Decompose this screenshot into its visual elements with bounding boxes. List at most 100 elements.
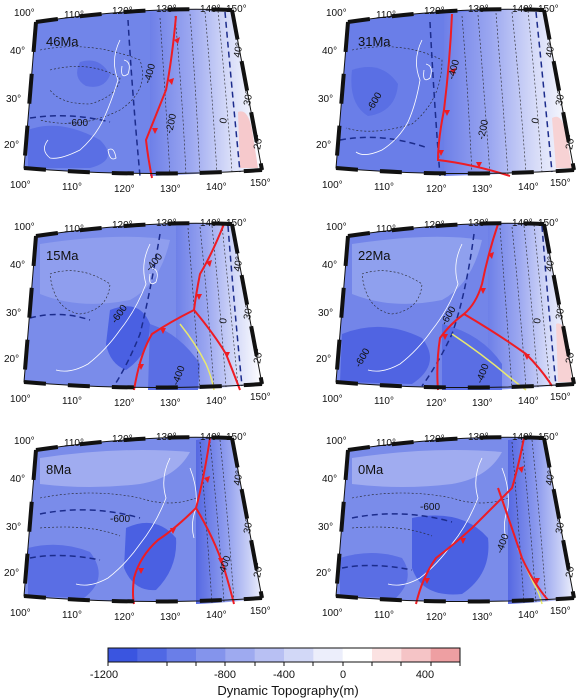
contour-label: 0 [530,117,542,125]
svg-text:140°: 140° [512,4,533,15]
colorbar-cell [372,648,402,662]
svg-text:100°: 100° [326,222,347,233]
svg-text:120°: 120° [424,434,445,445]
lat-ticks: 40° 30° 20° 40° 30° 20° [316,42,576,151]
contours [39,439,235,604]
lat-ticks: 40° 30° 20° 40° 30° 20° [4,256,266,365]
deep-blob-2 [442,324,502,390]
svg-text:110°: 110° [376,10,396,21]
colorbar-tick-label: -400 [273,669,295,681]
contour-label: -400 [446,58,462,81]
svg-text:30°: 30° [6,94,21,105]
colorbar-ticks [107,662,461,666]
svg-text:130°: 130° [160,184,181,195]
svg-text:130°: 130° [472,398,493,409]
lon-ticks-top: 100° 110° 120° 130° 140° 150° [326,218,559,235]
trench-teeth [138,260,230,370]
svg-text:150°: 150° [550,392,571,403]
svg-text:130°: 130° [468,4,489,15]
svg-text:150°: 150° [250,178,271,189]
svg-text:100°: 100° [10,180,31,191]
light-zone [40,450,190,487]
dashed-blue-contours [341,513,453,571]
svg-text:40°: 40° [10,474,25,485]
colorbar-cell [284,648,314,662]
svg-text:40°: 40° [322,474,337,485]
svg-text:150°: 150° [550,178,571,189]
dashed-blue-contours [421,225,557,387]
panel-age: 22Ma [358,248,391,263]
colorbar-cell [225,648,256,662]
svg-text:150°: 150° [550,606,571,617]
trench-teeth [438,68,482,168]
svg-text:140°: 140° [200,4,221,15]
svg-text:20°: 20° [252,348,265,365]
svg-text:30°: 30° [6,308,21,319]
svg-text:40°: 40° [544,470,557,487]
svg-text:30°: 30° [554,518,567,535]
lat-ticks: 40° 30° 20° 40° 30° 20° [316,470,576,579]
trench-teeth [138,476,224,574]
svg-text:140°: 140° [206,182,227,193]
svg-text:110°: 110° [374,396,394,407]
deep-blob-2 [148,324,200,390]
svg-text:40°: 40° [232,256,245,273]
svg-text:110°: 110° [374,610,394,621]
svg-text:110°: 110° [374,182,394,193]
svg-text:110°: 110° [64,224,84,235]
contour-label: -600 [68,118,88,129]
svg-text:150°: 150° [250,606,271,617]
trench-line [415,437,525,605]
light-zone [40,236,170,304]
svg-text:20°: 20° [252,562,265,579]
svg-text:40°: 40° [10,46,25,57]
contour-label: -200 [476,118,491,140]
svg-text:120°: 120° [114,184,135,195]
contours [49,224,239,390]
contour-label: 0 [218,117,230,125]
svg-text:100°: 100° [322,180,343,191]
svg-text:100°: 100° [326,8,347,19]
svg-text:30°: 30° [554,304,567,321]
dashed-blue-contours [29,509,141,561]
svg-text:100°: 100° [14,222,35,233]
lon-ticks-top: 100° 110° 120° 130° 140° 150° [326,4,559,21]
colorbar-tick-label: 400 [416,669,434,681]
trench-teeth [152,37,180,134]
svg-text:30°: 30° [318,522,333,533]
svg-text:110°: 110° [376,438,396,449]
svg-text:30°: 30° [318,308,333,319]
svg-text:150°: 150° [538,4,559,15]
colorbar-cell [401,648,432,662]
svg-text:150°: 150° [250,392,271,403]
svg-text:30°: 30° [318,94,333,105]
pink-anomaly [552,116,572,168]
svg-text:30°: 30° [554,90,567,107]
deep-blob [28,125,108,168]
svg-text:40°: 40° [544,42,557,59]
lon-ticks-bottom: 100° 110° 120° 130° 140° 150° [10,392,271,409]
svg-text:100°: 100° [14,436,35,447]
svg-text:30°: 30° [242,518,255,535]
east-gradient-zone [444,9,574,176]
svg-text:150°: 150° [538,218,559,229]
coastline [367,243,463,372]
svg-text:140°: 140° [518,610,539,621]
svg-text:100°: 100° [10,394,31,405]
svg-text:130°: 130° [156,432,177,443]
svg-text:140°: 140° [518,182,539,193]
deep-blob [106,306,150,370]
svg-text:130°: 130° [472,612,493,623]
svg-text:150°: 150° [226,432,247,443]
lon-ticks-top: 100° 110° 120° 130° 140° 150° [326,432,559,449]
svg-text:140°: 140° [206,396,227,407]
contour-label: -200 [164,112,179,134]
trench-line [436,13,511,177]
deep-blob [124,522,177,591]
svg-text:20°: 20° [4,354,19,365]
trench-line-2 [497,487,549,601]
svg-text:130°: 130° [468,432,489,443]
svg-text:140°: 140° [200,432,221,443]
svg-text:120°: 120° [426,184,447,195]
svg-text:120°: 120° [112,434,133,445]
